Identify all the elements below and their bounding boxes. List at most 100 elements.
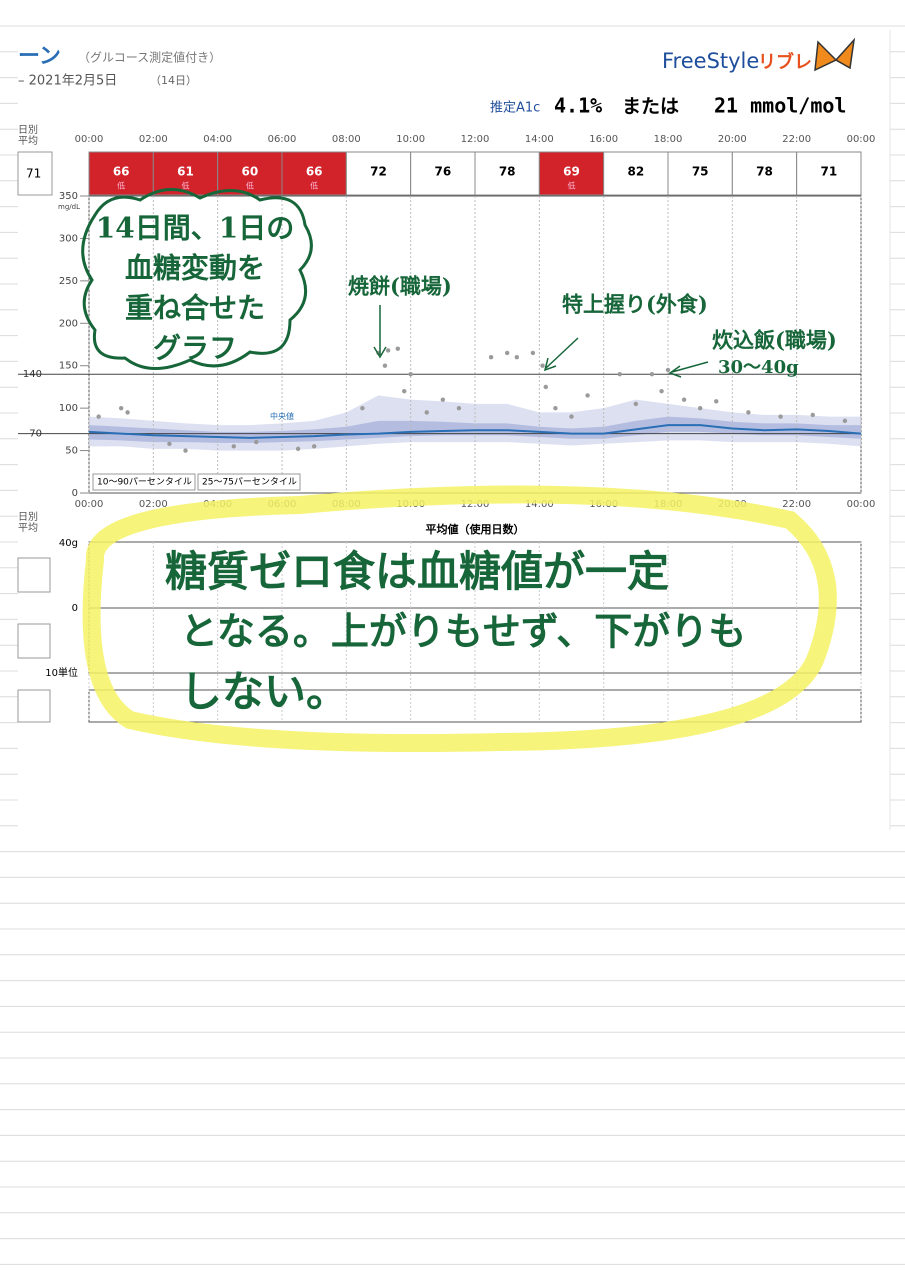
daily-flag: 低 — [310, 181, 318, 191]
reading — [659, 388, 664, 394]
second-title: 平均値（使用日数） — [426, 522, 525, 536]
daily-flag: 低 — [246, 181, 254, 191]
a1c-percent: 4.1% — [554, 94, 602, 118]
reading — [96, 414, 101, 419]
daily-cell — [538, 151, 605, 196]
reading — [617, 372, 622, 377]
arrow — [543, 337, 579, 372]
reading — [382, 363, 388, 368]
note-cloud-text: 血糖変動を — [125, 252, 265, 285]
a1c-label: 推定A1c — [490, 101, 540, 116]
reading — [231, 444, 236, 449]
daily-flag: 低 — [117, 181, 125, 191]
note-summary: となる。上がりもせず、下がりも — [180, 609, 746, 654]
note-cloud — [81, 188, 313, 370]
brand-sub: リブレ — [758, 51, 812, 73]
x-tick-label: 14:00 — [525, 134, 554, 145]
daily-value: 82 — [627, 165, 644, 179]
daily-flag: 低 — [182, 181, 190, 191]
daily-cell — [152, 151, 219, 196]
x-tick-label: 12:00 — [461, 134, 490, 145]
x-tick-label: 16:00 — [589, 134, 618, 145]
daily-value: 61 — [177, 165, 194, 179]
butterfly-logo — [814, 37, 856, 72]
daily-cell — [667, 151, 733, 196]
second-label: 0 — [72, 603, 78, 614]
y-tick-label: 350 — [59, 191, 78, 202]
reading — [681, 397, 687, 402]
reading — [408, 372, 413, 377]
y-unit: mg/dL — [58, 203, 80, 211]
x-tick-label: 04:00 — [203, 134, 232, 145]
reading — [254, 439, 259, 445]
y-tick-label: 100 — [59, 403, 78, 414]
x-tick-label: 00:00 — [75, 499, 104, 510]
daily-cell — [474, 151, 540, 196]
x-tick-label: 00:00 — [75, 134, 104, 145]
brand: FreeStyle — [662, 49, 759, 73]
reading — [488, 355, 494, 360]
daily-label: 日別 — [18, 124, 38, 136]
note-cloud-text: グラフ — [153, 332, 237, 365]
reading — [385, 348, 391, 353]
daily-cell — [731, 151, 798, 196]
daily-cell — [410, 151, 476, 196]
reading — [665, 367, 671, 373]
x-tick-label: 12:00 — [461, 499, 490, 510]
x-tick-label: 20:00 — [718, 134, 747, 145]
reading — [633, 401, 639, 407]
date-range: – 2021年2月5日 — [18, 74, 117, 89]
reading — [395, 346, 400, 351]
reading — [514, 355, 520, 360]
title: ーン — [18, 44, 61, 69]
daily-value: 66 — [113, 165, 130, 179]
reading — [456, 405, 462, 411]
reading — [842, 418, 848, 424]
note-meal: 炊込飯(職場) — [712, 328, 837, 353]
note-summary: しない。 — [180, 667, 348, 716]
daily-label: 日別 — [18, 511, 38, 523]
second-label: 10単位 — [45, 666, 78, 679]
a1c-mmol: 21 mmol/mol — [714, 94, 846, 118]
reading — [402, 388, 407, 394]
target-label: 70 — [29, 429, 42, 440]
daily-value: 78 — [756, 165, 773, 179]
daily-value: 60 — [241, 165, 258, 179]
daily-cell — [603, 151, 669, 196]
reading — [746, 410, 751, 415]
daily-label: 平均 — [18, 522, 38, 534]
y-tick-label: 150 — [59, 361, 78, 372]
x-tick-label: 10:00 — [396, 134, 425, 145]
daily-value: 69 — [563, 165, 580, 179]
daily-value: 75 — [692, 165, 709, 179]
reading — [311, 444, 317, 449]
x-tick-label: 22:00 — [782, 134, 811, 145]
x-tick-label: 02:00 — [139, 134, 168, 145]
y-tick-label: 50 — [65, 446, 78, 457]
reading — [183, 448, 188, 453]
reading — [569, 414, 574, 419]
daily-cell — [796, 151, 862, 196]
x-tick-label: 06:00 — [268, 134, 297, 145]
reading — [118, 405, 124, 411]
overall-average: 71 — [26, 167, 41, 181]
note-carbs: 30〜40g — [718, 357, 799, 378]
reading — [504, 350, 510, 356]
median-label: 中央値 — [270, 411, 294, 421]
note-summary: 糖質ゼロ食は血糖値が一定 — [165, 547, 669, 596]
highlight — [82, 485, 837, 753]
reading — [295, 446, 301, 452]
second-label: 40g — [59, 538, 78, 549]
median-line — [88, 424, 862, 439]
note-meal: 焼餅(職場) — [348, 274, 452, 299]
reading — [714, 399, 719, 404]
reading — [778, 414, 783, 419]
legend-box — [197, 473, 301, 491]
reading — [810, 412, 815, 418]
note-meal: 特上握り(外食) — [562, 292, 708, 317]
arrow — [668, 361, 709, 378]
y-tick-label: 250 — [59, 276, 78, 287]
x-tick-label: 00:00 — [847, 499, 876, 510]
box — [17, 557, 51, 593]
